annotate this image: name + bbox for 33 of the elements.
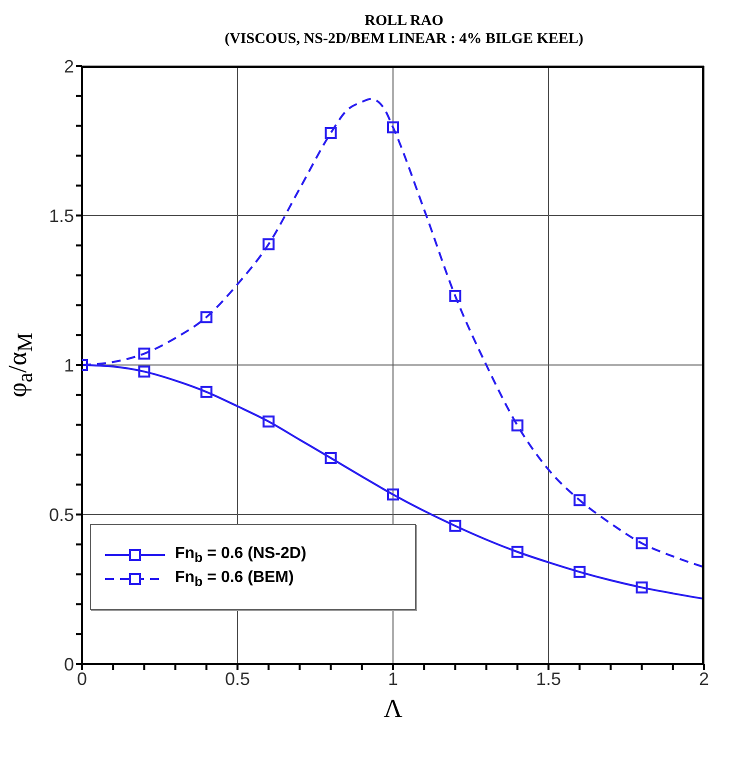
point [574, 566, 586, 578]
x-axis-title: Λ [382, 694, 404, 724]
y-tick-label: 2 [64, 56, 74, 76]
x-tick-label: 0 [76, 668, 88, 689]
point [574, 494, 586, 506]
legend-label: Fn$_{b}$ = 0.6 (BEM) [175, 568, 294, 590]
x-tick-label: 0.5 [224, 668, 250, 689]
y-tick-label: 1.5 [48, 206, 74, 226]
point [138, 348, 150, 360]
point [262, 238, 275, 250]
y-tick-label: 0 [64, 654, 74, 674]
point [511, 419, 524, 432]
point [324, 126, 337, 139]
point [636, 537, 648, 550]
point [200, 311, 212, 324]
y-tick-label: 1 [64, 355, 74, 376]
point [449, 290, 462, 302]
y-tick-label: 0.5 [48, 504, 74, 525]
x-tick-label: 1.5 [536, 668, 562, 689]
point [449, 520, 462, 532]
chart-subtitle: (VISCOUS, NS-2D/BEM LINEAR : 4% BILGE KEEL) [224, 30, 584, 48]
chart-title: ROLL RAO [364, 12, 444, 30]
x-tick-label: 2 [698, 668, 710, 689]
x-tick-label: 1 [388, 668, 398, 689]
legend-label: Fn$_{b}$ = 0.6 (NS-2D) [175, 544, 306, 566]
point [387, 488, 399, 500]
point [636, 581, 648, 594]
point [138, 366, 150, 378]
point [262, 416, 275, 428]
point [324, 452, 337, 464]
point [387, 121, 399, 134]
point [511, 546, 524, 558]
point [200, 386, 212, 398]
